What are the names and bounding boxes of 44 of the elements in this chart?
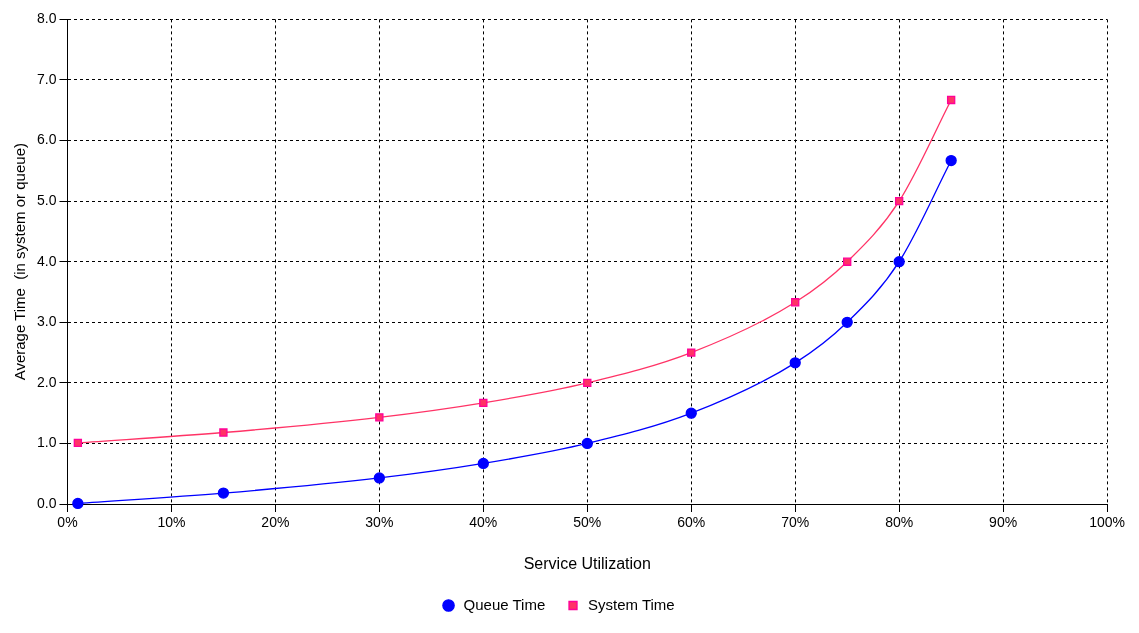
legend-label: Queue Time	[463, 595, 546, 613]
x-tick-label: 0%	[57, 514, 78, 531]
x-tick-label: 10%	[157, 514, 186, 531]
point	[789, 357, 801, 369]
x-tick-label: 60%	[677, 514, 706, 531]
point	[843, 257, 852, 266]
point	[219, 428, 228, 437]
y-tick-label: 5.0	[36, 191, 57, 208]
y-tick-label: 1.0	[36, 434, 57, 451]
point	[581, 437, 593, 450]
point	[583, 378, 592, 388]
point	[477, 457, 489, 470]
x-tick-label: 40%	[469, 514, 498, 531]
y-tick-label: 4.0	[36, 252, 57, 269]
x-tick-label: 100%	[1089, 514, 1125, 531]
x-axis-title: Service Utilization	[523, 554, 651, 572]
point	[479, 398, 488, 408]
x-tick-label: 80%	[885, 514, 914, 531]
x-tick-label: 20%	[261, 514, 290, 531]
y-axis-title: Average Time (in system or queue)	[11, 143, 29, 381]
x-tick-label: 30%	[365, 514, 394, 531]
y-tick-label: 7.0	[36, 70, 57, 87]
point	[375, 413, 384, 422]
y-tick-label: 8.0	[36, 10, 57, 27]
point	[687, 348, 696, 357]
y-tick-label: 3.0	[36, 313, 57, 330]
y-tick-label: 2.0	[36, 373, 57, 390]
point	[841, 316, 853, 328]
point	[73, 438, 83, 448]
x-tick-label: 50%	[573, 514, 602, 531]
point	[72, 497, 84, 510]
point	[945, 154, 957, 167]
y-tick-label: 6.0	[36, 131, 57, 148]
point	[217, 487, 230, 499]
point	[893, 256, 905, 268]
point	[946, 95, 956, 105]
point	[894, 196, 904, 206]
point	[791, 298, 800, 307]
point	[685, 407, 697, 419]
point	[373, 472, 385, 484]
x-tick-label: 70%	[781, 514, 810, 531]
y-tick-label: 0.0	[36, 494, 57, 511]
x-tick-label: 90%	[989, 514, 1018, 531]
legend-label: System Time	[588, 595, 675, 613]
